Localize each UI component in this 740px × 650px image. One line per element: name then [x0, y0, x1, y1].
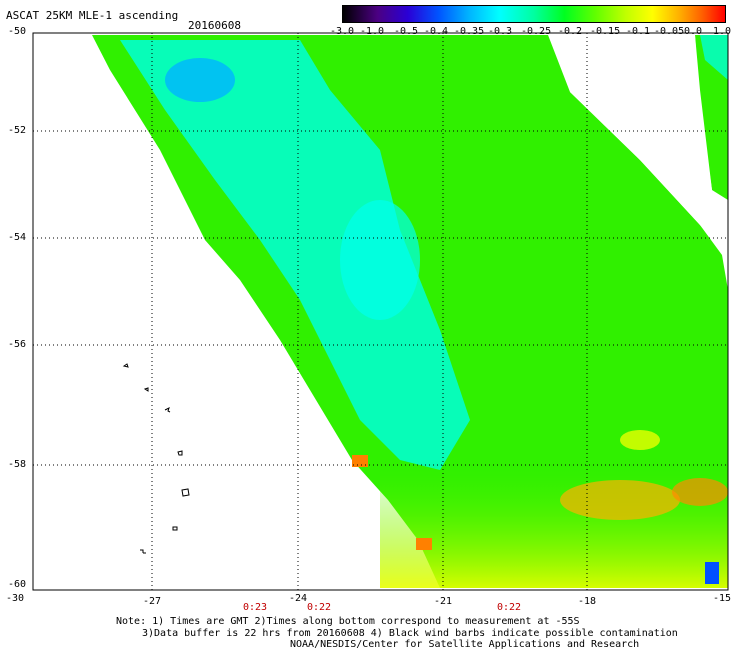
- scale-label: -0.4: [424, 26, 449, 37]
- scale-label: 1.0: [713, 26, 732, 37]
- product-title: ASCAT 25KM MLE-1 ascending: [6, 9, 179, 22]
- scatterometer-swath: [92, 35, 728, 588]
- scale-label: -1.0: [360, 26, 385, 37]
- footer-note-line2: 3)Data buffer is 22 hrs from 20160608 4)…: [142, 628, 678, 639]
- scale-label: -0.5: [394, 26, 419, 37]
- lon-label: -18: [578, 596, 597, 607]
- time-label: 0:23: [243, 602, 268, 613]
- graticule: [33, 33, 728, 590]
- scale-label: -0.25: [521, 26, 552, 37]
- lon-label: -30: [6, 593, 25, 604]
- lon-label: -27: [143, 596, 162, 607]
- lat-label: -56: [8, 339, 27, 350]
- lon-label: -21: [434, 596, 453, 607]
- time-label: 0:22: [307, 602, 332, 613]
- island-outlines: [122, 363, 190, 554]
- lon-label: -24: [289, 593, 308, 604]
- footer-credit: NOAA/NESDIS/Center for Satellite Applica…: [290, 639, 640, 650]
- scale-label: 0.0: [684, 26, 703, 37]
- scale-label: -3.0: [330, 26, 355, 37]
- lat-label: -58: [8, 459, 27, 470]
- footer-note-line1: Note: 1) Times are GMT 2)Times along bot…: [116, 616, 580, 627]
- lat-label: -60: [8, 579, 27, 590]
- scale-label: -0.1: [626, 26, 651, 37]
- lon-label: -15: [713, 593, 732, 604]
- time-label: 0:22: [497, 602, 522, 613]
- scale-label: -0.2: [558, 26, 583, 37]
- lat-label: -52: [8, 125, 27, 136]
- scale-label: -0.15: [590, 26, 621, 37]
- product-date: 20160608: [188, 19, 241, 32]
- scale-label: -0.35: [454, 26, 485, 37]
- color-scale-bar: [342, 5, 726, 23]
- lat-label: -54: [8, 232, 27, 243]
- scale-label: -0.05: [654, 26, 685, 37]
- scale-label: -0.3: [488, 26, 513, 37]
- lat-label: -50: [8, 26, 27, 37]
